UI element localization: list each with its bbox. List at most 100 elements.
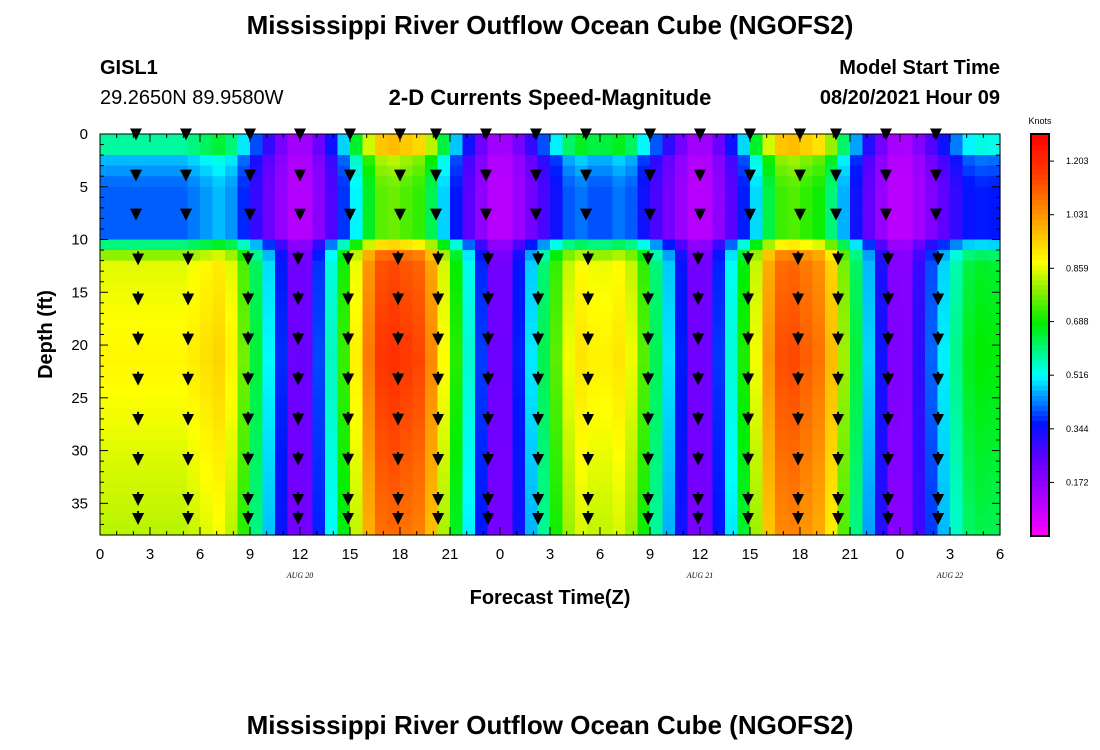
heatmap-cell [525, 418, 539, 431]
heatmap-cell [375, 503, 389, 515]
heatmap-cell [987, 197, 1001, 209]
heatmap-cell [550, 345, 564, 357]
colorbar-segment [1031, 400, 1049, 406]
heatmap-cell [987, 228, 1001, 241]
heatmap-cell [525, 524, 539, 536]
heatmap-cell [787, 482, 801, 494]
heatmap-cell [900, 366, 914, 378]
heatmap-cell [100, 186, 114, 198]
heatmap-cell [287, 429, 301, 441]
heatmap-cell [562, 482, 576, 494]
heatmap-cell [262, 408, 276, 420]
heatmap-cell [175, 250, 189, 262]
heatmap-cell [487, 492, 501, 504]
heatmap-cell [500, 165, 514, 177]
heatmap-cell [650, 345, 664, 357]
heatmap-cell [737, 260, 751, 272]
heatmap-cell [925, 250, 939, 262]
heatmap-cell [250, 345, 264, 357]
heatmap-cell [337, 345, 351, 357]
colorbar-segment [1031, 314, 1049, 321]
heatmap-cell [500, 418, 514, 431]
heatmap-cell [725, 165, 739, 177]
heatmap-cell [537, 176, 551, 188]
heatmap-cell [575, 218, 589, 230]
heatmap-cell [350, 207, 364, 220]
heatmap-cell [962, 524, 976, 536]
heatmap-cell [675, 482, 689, 494]
heatmap-cell [825, 155, 839, 167]
heatmap-cell [800, 355, 814, 367]
heatmap-cell [800, 408, 814, 420]
heatmap-cell [225, 207, 239, 220]
heatmap-cell [187, 440, 201, 452]
heatmap-cell [437, 218, 451, 230]
heatmap-cell [425, 397, 439, 409]
heatmap-cell [900, 186, 914, 198]
heatmap-cell [625, 376, 639, 388]
heatmap-cell [950, 165, 964, 177]
heatmap-cell [412, 492, 426, 504]
heatmap-cell [950, 197, 964, 209]
heatmap-cell [825, 281, 839, 293]
heatmap-cell [900, 155, 914, 167]
heatmap-cell [275, 376, 289, 388]
heatmap-cell [775, 218, 789, 230]
heatmap-cell [537, 323, 551, 336]
heatmap-cell [325, 228, 339, 241]
colorbar-segment [1031, 304, 1049, 311]
heatmap-cell [887, 176, 901, 188]
heatmap-cell [300, 345, 314, 357]
heatmap-cell [150, 376, 164, 388]
heatmap-cell [475, 134, 489, 146]
heatmap-cell [700, 397, 714, 409]
heatmap-cell [650, 228, 664, 241]
heatmap-cell [287, 165, 301, 177]
heatmap-cell [975, 355, 989, 367]
heatmap-cell [200, 482, 214, 494]
heatmap-cell [737, 503, 751, 515]
heatmap-cell [400, 440, 414, 452]
heatmap-cell [987, 239, 1001, 251]
heatmap-cell [825, 397, 839, 409]
heatmap-cell [725, 176, 739, 188]
heatmap-cell [750, 260, 764, 272]
heatmap-cell [187, 292, 201, 304]
heatmap-cell [462, 271, 476, 283]
heatmap-cell [850, 461, 864, 473]
heatmap-cell [775, 492, 789, 504]
heatmap-cell [650, 471, 664, 483]
heatmap-cell [525, 281, 539, 293]
heatmap-cell [362, 239, 376, 251]
heatmap-cell [212, 176, 226, 188]
heatmap-cell [575, 492, 589, 504]
heatmap-cell [362, 165, 376, 177]
heatmap-cell [350, 271, 364, 283]
heatmap-cell [187, 271, 201, 283]
x-axis-label: Forecast Time(Z) [470, 587, 631, 609]
heatmap-cell [625, 524, 639, 536]
heatmap-cell [300, 334, 314, 346]
heatmap-cell [825, 292, 839, 304]
heatmap-cell [912, 482, 926, 494]
heatmap-cell [675, 239, 689, 251]
heatmap-cell [600, 334, 614, 346]
heatmap-cell [187, 323, 201, 336]
heatmap-cell [187, 228, 201, 241]
heatmap-cell [587, 228, 601, 241]
heatmap-cell [712, 313, 726, 325]
heatmap-cell [262, 397, 276, 409]
heatmap-cell [250, 186, 264, 198]
heatmap-cell [250, 334, 264, 346]
heatmap-cell [462, 408, 476, 420]
heatmap-cell [562, 440, 576, 452]
heatmap-cell [987, 144, 1001, 156]
heatmap-cell [275, 387, 289, 399]
heatmap-cell [162, 524, 176, 536]
heatmap-cell [525, 513, 539, 526]
heatmap-cell [475, 260, 489, 272]
heatmap-cell [712, 218, 726, 230]
heatmap-cell [962, 492, 976, 504]
heatmap-cell [850, 218, 864, 230]
heatmap-cell [662, 176, 676, 188]
